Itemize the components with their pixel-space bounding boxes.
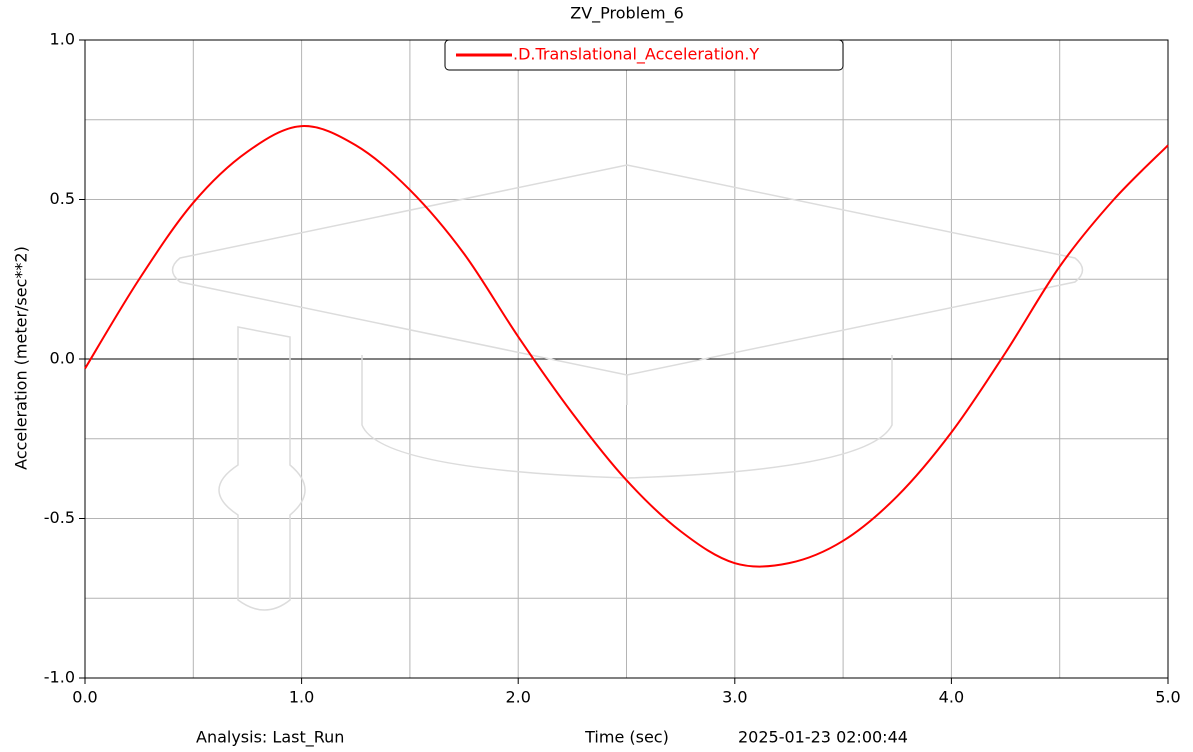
- analysis-label: Analysis: Last_Run: [196, 728, 344, 748]
- x-axis-label: Time (sec): [584, 728, 669, 747]
- x-tick-label: 0.0: [72, 688, 97, 707]
- y-axis-label: Acceleration (meter/sec**2): [12, 246, 31, 470]
- grid: [84, 39, 1169, 679]
- x-tick-label: 4.0: [939, 688, 964, 707]
- watermark: [171, 164, 1084, 611]
- legend-label: .D.Translational_Acceleration.Y: [513, 45, 759, 65]
- y-tick-label: 1.0: [50, 30, 75, 49]
- y-tick-label: 0.5: [50, 189, 75, 208]
- x-tick-label: 2.0: [505, 688, 530, 707]
- y-tick-label: -0.5: [44, 508, 75, 527]
- x-tick-label: 3.0: [722, 688, 747, 707]
- timestamp: 2025-01-23 02:00:44: [738, 728, 908, 747]
- chart-title: ZV_Problem_6: [570, 4, 684, 24]
- y-tick-label: -1.0: [44, 668, 75, 687]
- legend-box: [444, 39, 844, 71]
- y-tick-label: 0.0: [50, 349, 75, 368]
- legend: .D.Translational_Acceleration.Y: [444, 39, 844, 71]
- series-line: [84, 125, 1169, 568]
- x-tick-label: 5.0: [1155, 688, 1180, 707]
- x-tick-label: 1.0: [289, 688, 314, 707]
